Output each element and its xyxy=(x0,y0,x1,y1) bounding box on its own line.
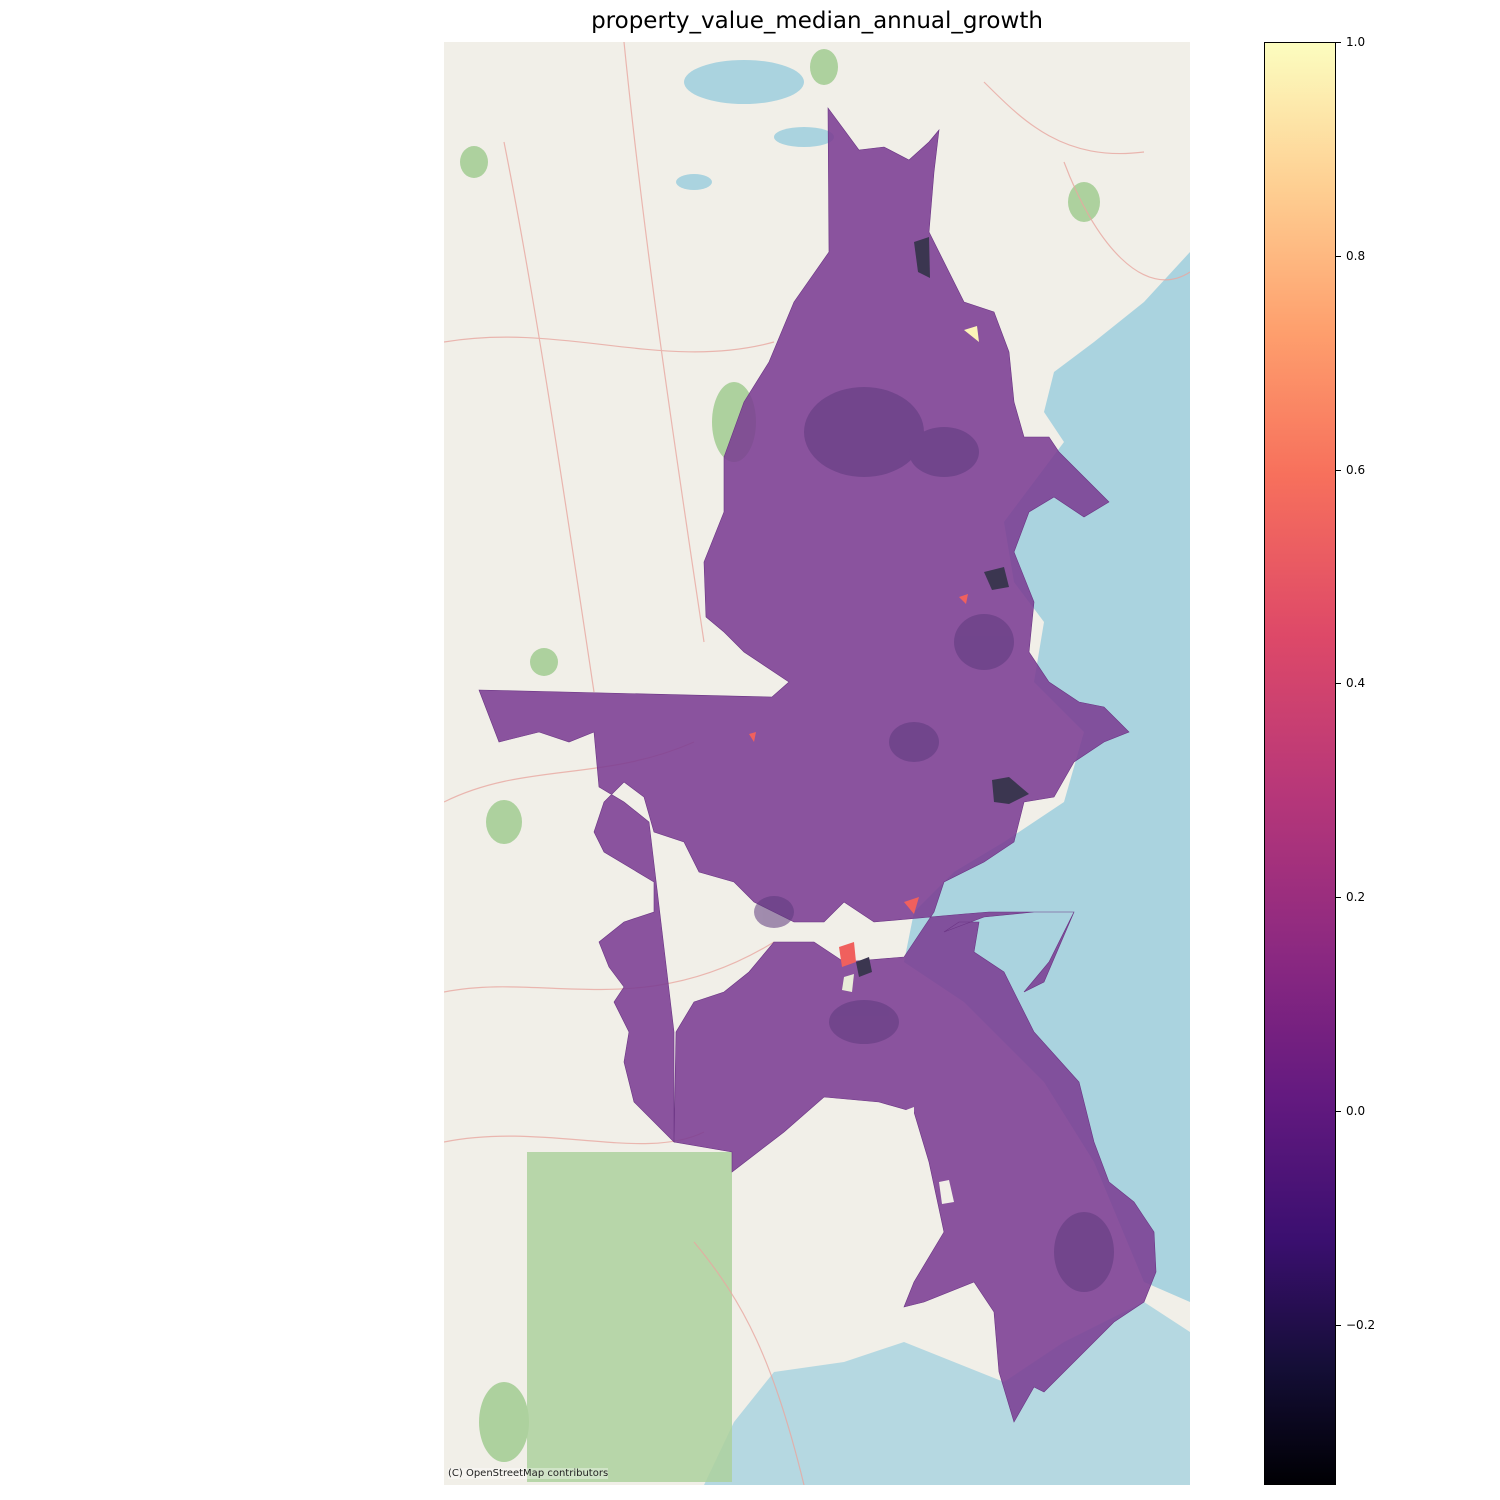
colorbar-tick-label: 0.8 xyxy=(1346,249,1366,263)
tract-low[interactable] xyxy=(984,567,1009,590)
tract-mid[interactable] xyxy=(959,594,968,604)
basemap-lake xyxy=(676,174,712,190)
colorbar-tick xyxy=(1336,470,1341,471)
colorbar-tick xyxy=(1336,683,1341,684)
colorbar-tick-label: −0.2 xyxy=(1346,1318,1376,1332)
colorbar-tick-label: 1.0 xyxy=(1346,35,1366,49)
basemap-svg xyxy=(444,42,1190,1485)
region-gap xyxy=(842,974,854,992)
colorbar-tick xyxy=(1336,42,1341,43)
colorbar-tick xyxy=(1336,1111,1341,1112)
tract-high[interactable] xyxy=(964,326,979,342)
tract-low[interactable] xyxy=(914,237,930,278)
map-attribution: (C) OpenStreetMap contributors xyxy=(448,1468,609,1479)
colorbar-tick xyxy=(1336,256,1341,257)
colorbar-tick xyxy=(1336,897,1341,898)
region-shading xyxy=(754,387,1114,1292)
basemap-lake xyxy=(774,127,834,147)
colorbar-tick-label: 0.0 xyxy=(1346,1104,1366,1118)
study-region[interactable] xyxy=(478,107,1157,1423)
tract-mid[interactable] xyxy=(749,732,756,742)
basemap-ocean xyxy=(904,252,1190,1302)
basemap-forest xyxy=(810,49,838,85)
tract-mid[interactable] xyxy=(839,942,856,967)
map-panel[interactable] xyxy=(444,42,1190,1485)
basemap-forest xyxy=(1068,182,1100,222)
basemap-lake xyxy=(684,60,804,104)
colorbar-tick xyxy=(1336,1325,1341,1326)
region-gap xyxy=(674,880,689,902)
basemap-forest xyxy=(460,146,488,178)
colorbar xyxy=(1264,42,1336,1485)
region-gap xyxy=(939,1180,954,1204)
tract-low[interactable] xyxy=(992,777,1029,804)
colorbar-tick-label: 0.2 xyxy=(1346,890,1366,904)
colorbar-tick-label: 0.6 xyxy=(1346,463,1366,477)
region-gap xyxy=(906,1107,914,1120)
basemap-forest-area xyxy=(527,1152,732,1482)
basemap-forest xyxy=(530,648,558,676)
colorbar-tick-label: 0.4 xyxy=(1346,676,1366,690)
basemap-forest xyxy=(479,1382,529,1462)
basemap-forest xyxy=(486,800,522,844)
tract-mid[interactable] xyxy=(904,897,919,914)
tract-low[interactable] xyxy=(856,957,872,977)
map-title: property_value_median_annual_growth xyxy=(591,8,1043,34)
